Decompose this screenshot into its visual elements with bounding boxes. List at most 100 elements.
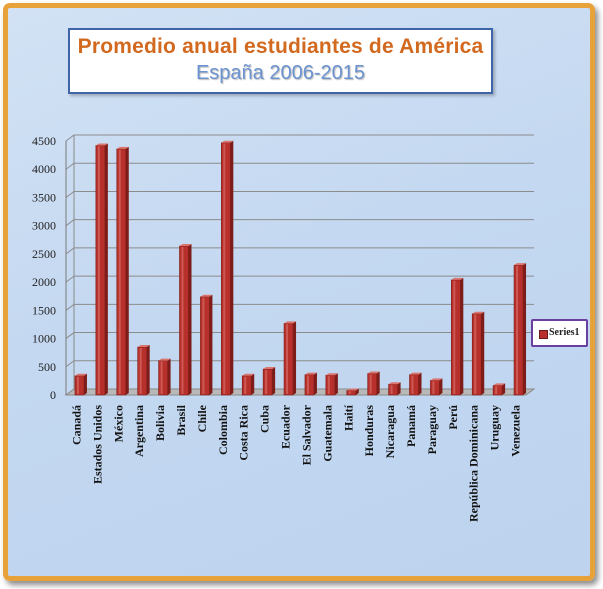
bar-top [137,345,150,348]
y-tick-label: 0 [50,388,56,402]
floor [64,388,536,396]
bar-front [74,375,85,396]
bar-top [221,140,234,143]
bars [74,140,527,396]
bar [116,146,129,396]
bar-side [460,277,464,395]
bar-side [502,383,506,395]
bar-front [409,374,419,396]
bar-highlight [306,375,309,394]
x-tick-label: Brasil [174,404,188,435]
bar-highlight [411,375,414,394]
y-tick-label: 1000 [32,332,56,346]
bar-top [346,388,359,391]
bar [346,388,359,396]
bar-front [325,374,336,396]
x-tick-label: Uruguay [488,405,502,450]
gridline [65,190,534,198]
chart-subtitle: España 2006-2015 [195,62,366,84]
bar-front [262,368,273,396]
bar-front [283,323,294,396]
bar-front [492,385,503,396]
x-tick-label: Bolivia [153,405,167,441]
bar-front [116,148,127,396]
bar [200,294,213,396]
bar-highlight [453,280,456,394]
bar-highlight [495,386,498,394]
bar-side [83,373,87,395]
bar-front [367,373,377,396]
bar-top [179,243,192,246]
bar-side [230,140,234,395]
bar-front [221,142,231,396]
x-tick-label: El Salvador [299,404,313,465]
bar-top [284,321,297,324]
bar-top [430,378,443,381]
y-tick-label: 4000 [32,162,56,176]
bar-highlight [390,385,393,394]
bar-side [272,367,276,395]
bar-top [263,367,276,370]
legend-swatch [539,330,548,339]
bar-side [313,372,317,395]
chart-title: Promedio anual estudiantes de América [77,35,484,58]
bar [325,373,338,396]
x-tick-label: México [111,405,125,442]
bar-front [179,245,189,396]
bar-top [304,372,317,375]
bar-highlight [348,391,351,394]
bar-highlight [181,246,184,394]
bar [179,243,192,396]
gridline [65,275,534,283]
bar-top [493,383,506,386]
bar-front [137,346,147,396]
bar-highlight [286,324,289,394]
bar [388,382,401,396]
bar-front [430,380,440,396]
bar-top [95,143,108,146]
bar-side [481,311,485,395]
bar-front [513,264,524,396]
x-tick-label: Perú [446,405,460,430]
bar [304,372,317,396]
x-tick-label: Paraguay [425,405,439,454]
bar-top [116,146,129,149]
y-tick-label: 3000 [32,219,56,233]
bar-front [388,383,398,396]
bar [409,372,422,396]
y-tick-label: 2500 [32,247,56,261]
bar [451,277,464,396]
bar-highlight [244,376,247,394]
x-tick-label: Canadá [69,405,83,445]
gridline [65,247,534,255]
bar [241,373,255,396]
x-tick-label: Colombia [216,405,230,455]
bar-top [367,371,380,374]
gridline [65,303,534,311]
bar-side [251,373,255,395]
bar [492,383,506,396]
bar [137,345,150,396]
bar-top [472,311,485,314]
bar-side [397,382,401,395]
gridline [65,360,534,368]
bar [283,321,297,396]
bar [95,143,108,396]
gridline [65,162,534,170]
x-tick-label: Venezuela [509,405,523,457]
bar-top [409,372,422,375]
bar-highlight [516,266,519,394]
bar [74,373,87,396]
bar-side [376,371,380,395]
bar-highlight [202,297,205,394]
bar-side [188,243,192,395]
gridline [65,134,534,142]
bar-top [74,373,87,376]
bar-side [209,294,213,395]
x-tick-label: Panamá [404,405,418,447]
bar [471,311,485,396]
x-tick-label: Cuba [258,405,272,433]
x-tick-label: Guatemala [320,405,334,462]
bar-side [146,345,150,395]
